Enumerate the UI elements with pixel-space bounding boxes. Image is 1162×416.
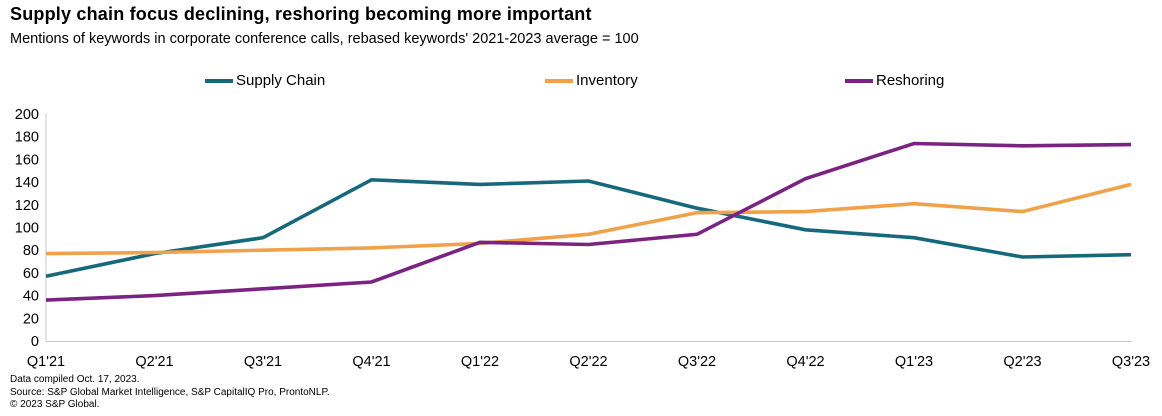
legend-swatch-inventory [545, 78, 573, 83]
x-tick-label: Q3'21 [244, 354, 282, 370]
y-tick-label: 120 [15, 198, 39, 214]
legend-item-supply-chain: Supply Chain [205, 72, 325, 89]
legend-swatch-reshoring [845, 78, 873, 83]
y-tick-label: 200 [15, 107, 39, 123]
y-tick-label: 140 [15, 175, 39, 191]
chart-legend: Supply Chain Inventory Reshoring [0, 68, 1162, 92]
legend-item-reshoring: Reshoring [845, 72, 944, 89]
x-tick-label: Q1'22 [461, 354, 499, 370]
footnote-source: Source: S&P Global Market Intelligence, … [10, 386, 330, 398]
series-line-reshoring [45, 141, 1132, 302]
series-line-supply-chain [45, 177, 1132, 279]
x-tick-label: Q2'21 [135, 354, 173, 370]
y-tick-label: 160 [15, 152, 39, 168]
y-tick-label: 60 [23, 266, 39, 282]
x-tick-label: Q1'21 [27, 354, 65, 370]
x-tick-label: Q2'22 [569, 354, 607, 370]
x-tick-label: Q3'23 [1112, 354, 1150, 370]
series-line-inventory [45, 182, 1132, 256]
legend-item-inventory: Inventory [545, 72, 638, 89]
legend-label: Reshoring [876, 72, 945, 89]
y-tick-label: 80 [23, 243, 39, 259]
x-tick-label: Q4'22 [786, 354, 824, 370]
y-tick-label: 100 [15, 221, 39, 237]
y-tick-label: 0 [31, 334, 39, 350]
y-tick-label: 20 [23, 311, 39, 327]
legend-label: Supply Chain [236, 72, 326, 89]
x-tick-label: Q3'22 [678, 354, 716, 370]
chart-footnotes: Data compiled Oct. 17, 2023. Source: S&P… [10, 374, 330, 412]
legend-label: Inventory [576, 72, 638, 89]
chart-title: Supply chain focus declining, reshoring … [10, 4, 592, 24]
chart-subtitle: Mentions of keywords in corporate confer… [10, 31, 639, 47]
y-tick-label: 180 [15, 130, 39, 146]
y-tick-label: 40 [23, 289, 39, 305]
footnote-copyright: © 2023 S&P Global. [10, 399, 100, 411]
x-tick-label: Q1'23 [895, 354, 933, 370]
legend-swatch-supply-chain [205, 78, 233, 83]
footnote-compiled: Data compiled Oct. 17, 2023. [10, 374, 140, 385]
x-tick-label: Q2'23 [1003, 354, 1041, 370]
x-tick-label: Q4'21 [352, 354, 390, 370]
